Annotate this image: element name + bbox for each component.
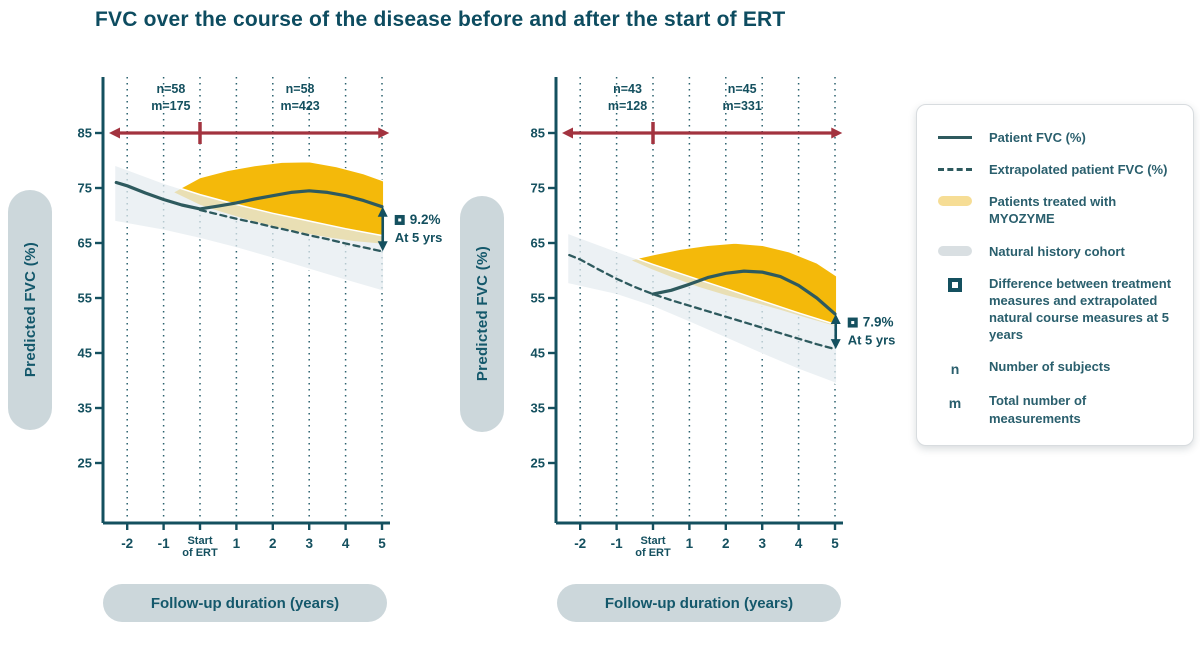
legend-panel: Patient FVC (%) Extrapolated patient FVC… <box>916 104 1194 446</box>
y-tick-label: 55 <box>78 291 92 306</box>
x-tick-label: 4 <box>795 536 803 551</box>
ert-arrowhead-right <box>378 127 390 139</box>
cohort-m-label-after: m=331 <box>723 99 762 113</box>
y-tick-label: 25 <box>531 456 545 471</box>
legend-item-m: m Total number of measurements <box>931 392 1177 426</box>
x-tick-label: 5 <box>378 536 386 551</box>
natural-history-band <box>113 164 385 293</box>
y-tick-label: 75 <box>531 181 545 196</box>
x-tick-label: 1 <box>233 536 241 551</box>
x-tick-label: -2 <box>121 536 133 551</box>
x-tick-label: -1 <box>158 536 170 551</box>
extrapolated-fvc-line <box>198 208 384 253</box>
cohort-n-label-before: n=58 <box>156 82 185 96</box>
solid-line-icon <box>938 136 972 139</box>
legend-item-label: Number of subjects <box>989 359 1111 375</box>
y-tick-label: 35 <box>531 401 545 416</box>
legend-item-label: Patients treated with MYOZYME <box>989 194 1117 227</box>
x-axis-label-text: Follow-up duration (years) <box>604 594 794 612</box>
difference-arrowhead-bottom <box>830 339 841 350</box>
dashed-line-icon <box>938 168 972 172</box>
difference-arrowhead-top <box>377 206 388 217</box>
x-tick-label: 2 <box>269 536 277 551</box>
cohort-n-label-before: n=43 <box>613 82 642 96</box>
y-tick-label: 55 <box>531 291 545 306</box>
x-tick-label-ert-start: Start of ERT <box>635 535 671 559</box>
page-title: FVC over the course of the disease befor… <box>95 8 786 31</box>
difference-caption-label: At 5 yrs <box>848 333 896 348</box>
extrapolated-fvc-line <box>568 253 837 351</box>
y-tick-label: 45 <box>531 346 545 361</box>
legend-item-label: Extrapolated patient FVC (%) <box>989 162 1168 178</box>
difference-value-label: 9.2% <box>410 212 441 227</box>
cohort-n-label-after: n=45 <box>728 82 757 96</box>
difference-square-icon-center <box>398 218 402 222</box>
legend-item-extrapolated-fvc: Extrapolated patient FVC (%) <box>931 161 1177 178</box>
ert-arrowhead-left <box>562 127 573 139</box>
y-tick-label: 65 <box>531 236 545 251</box>
x-tick-label: 5 <box>831 536 839 551</box>
y-tick-label: 75 <box>78 181 92 196</box>
n-symbol: n <box>950 361 960 378</box>
natural-history-band <box>566 232 838 385</box>
patient-fvc-line <box>651 269 837 316</box>
y-tick-label: 45 <box>78 346 92 361</box>
y-tick-label: 85 <box>78 126 92 141</box>
difference-caption-label: At 5 yrs <box>395 230 443 245</box>
legend-item-label: Natural history cohort <box>989 243 1125 259</box>
y-tick-label: 35 <box>78 401 92 416</box>
x-tick-label: -1 <box>611 536 623 551</box>
cohort-m-label-before: m=128 <box>608 99 647 113</box>
cohort-m-label-before: m=175 <box>151 99 190 113</box>
y-tick-label: 65 <box>78 236 92 251</box>
x-axis-label-pill-chart-1: Follow-up duration (years) <box>103 584 387 622</box>
difference-arrowhead-top <box>830 313 841 324</box>
x-tick-label: -2 <box>574 536 586 551</box>
gold-band-swatch <box>938 196 972 207</box>
x-tick-label: 3 <box>758 536 766 551</box>
ert-arrowhead-left <box>109 127 120 139</box>
gray-band-swatch <box>938 245 972 256</box>
patient-fvc-line <box>114 180 384 211</box>
difference-square-icon <box>948 277 962 292</box>
y-tick-label: 85 <box>531 126 545 141</box>
difference-square-icon-center <box>851 321 855 325</box>
y-axis-label-pill-chart-1: Predicted FVC (%) <box>8 190 52 430</box>
difference-value-label: 7.9% <box>863 315 894 330</box>
legend-item-label: Patient FVC (%) <box>989 130 1086 145</box>
legend-item-difference: Difference between treatment measures an… <box>931 275 1177 344</box>
legend-item-natural-history: Natural history cohort <box>931 243 1177 260</box>
difference-arrowhead-bottom <box>377 241 388 252</box>
cohort-m-label-after: m=423 <box>280 99 319 113</box>
x-tick-label: 1 <box>686 536 694 551</box>
ert-arrowhead-right <box>831 127 843 139</box>
x-tick-label: 3 <box>305 536 313 551</box>
x-tick-label: 4 <box>342 536 350 551</box>
y-tick-label: 25 <box>78 456 92 471</box>
y-axis-label-text: Predicted FVC (%) <box>21 242 39 378</box>
legend-item-patient-fvc: Patient FVC (%) <box>931 129 1177 146</box>
x-axis-label-pill-chart-2: Follow-up duration (years) <box>557 584 841 622</box>
x-tick-label-ert-start: Start of ERT <box>182 535 218 559</box>
fvc-chart-before-after-1: 85 75 65 55 45 35 25 -2 -1 Start of ERT 1 2 3 4 5 n=58 m=… <box>60 65 510 565</box>
y-axis-label-pill-chart-2: Predicted FVC (%) <box>460 196 504 432</box>
legend-item-myozyme-band: Patients treated with MYOZYME <box>931 193 1177 227</box>
legend-item-label: Difference between treatment measures an… <box>989 275 1172 343</box>
x-axis-label-text: Follow-up duration (years) <box>150 594 340 612</box>
cohort-n-label-after: n=58 <box>286 82 315 96</box>
legend-item-label: Total number of measurements <box>989 393 1087 426</box>
legend-item-n: n Number of subjects <box>931 358 1177 377</box>
x-tick-label: 2 <box>722 536 730 551</box>
fvc-chart-before-after-2: 85 75 65 55 45 35 25 -2 -1 Start of ERT 1 2 3 4 5 n=43 m=… <box>513 65 963 565</box>
m-symbol: m <box>948 395 962 412</box>
